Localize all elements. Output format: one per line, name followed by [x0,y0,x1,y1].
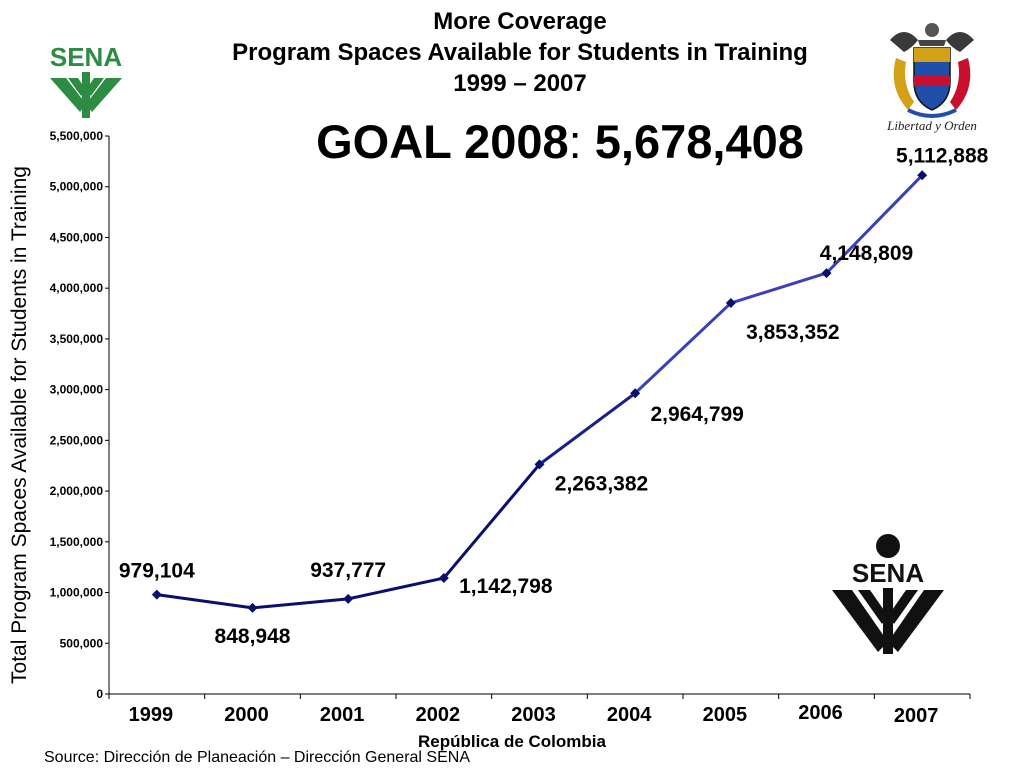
y-tick-label: 3,500,000 [50,332,104,346]
data-label: 3,853,352 [746,321,839,344]
coat-of-arms-icon [890,23,974,118]
x-tick-label: 2004 [607,704,652,726]
data-label: 1,142,798 [459,575,553,598]
title-line-1: More Coverage [433,8,607,35]
x-tick-label: 2001 [320,704,365,726]
title-line-2: Program Spaces Available for Students in… [232,39,808,66]
series-line [155,173,924,610]
series-segment [825,173,924,275]
data-label: 2,263,382 [555,472,648,495]
data-label: 5,112,888 [896,144,989,167]
y-tick-label: 2,500,000 [50,433,104,447]
x-tick-label: 2003 [511,704,556,726]
goal-label: GOAL 2008 [316,115,569,168]
series-segment [633,301,733,395]
sena-logo-top: SENA [50,42,122,118]
y-tick-labels: 0 500,000 1,000,000 1,500,000 2,000,000 2,500… [50,129,104,701]
sena-logo-top-text: SENA [50,42,122,72]
x-tick-label: 2006 [798,702,843,724]
data-point-marker [438,573,449,584]
series-markers [151,170,928,613]
y-tick-label: 5,500,000 [50,129,104,143]
y-tick-label: 500,000 [60,636,104,650]
x-tick-label: 2005 [703,704,748,726]
series-segment [251,597,350,610]
series-segment [442,462,541,580]
data-point-marker [534,459,545,470]
chart-axes [105,135,971,699]
sena-logo-bottom: SENA [832,534,944,654]
data-point-marker [151,589,162,600]
goal-value: 5,678,408 [594,115,804,168]
data-point-marker [630,388,641,399]
title-line-3: 1999 – 2007 [453,70,587,97]
data-point-marker [247,602,258,613]
x-tick-label: 2002 [416,704,461,726]
series-segment [346,576,446,601]
y-tick-label: 0 [96,687,103,701]
y-tick-label: 3,000,000 [50,383,104,397]
data-point-marker [725,298,736,309]
data-label: 848,948 [215,625,291,648]
y-tick-label: 5,000,000 [50,180,104,194]
data-label: 2,964,799 [650,403,743,426]
series-segment [729,271,828,305]
y-tick-label: 1,500,000 [50,535,104,549]
coat-of-arms-motto: Libertad y Orden [887,118,977,133]
series-segment [538,391,637,466]
y-tick-label: 4,000,000 [50,281,104,295]
data-labels: 979,104 848,948 937,777 1,142,798 2,263,382 2… [119,144,989,648]
data-label: 937,777 [310,559,386,582]
data-point-marker [917,170,928,181]
goal-banner: GOAL 2008: 5,678,408 [240,112,880,172]
x-tick-labels: 1999 2000 2001 2002 2003 2004 2005 2006 2007 [129,702,939,727]
data-label: 4,148,809 [820,242,913,265]
x-tick-label: 2000 [224,704,269,726]
goal-separator: : [568,115,582,168]
x-tick-label: 2007 [894,705,939,727]
x-tick-label: 1999 [129,704,174,726]
source-note: Source: Dirección de Planeación – Direcc… [44,749,470,766]
data-point-marker [821,268,832,279]
sena-logo-bottom-text: SENA [852,558,924,588]
y-tick-label: 1,000,000 [50,586,104,600]
data-label: 979,104 [119,560,195,583]
y-tick-label: 4,500,000 [50,230,104,244]
chart-title: More Coverage Program Spaces Available f… [150,6,890,99]
series-segment [155,593,254,610]
y-tick-label: 2,000,000 [50,484,104,498]
data-point-marker [343,593,354,604]
footer-country: República de Colombia [418,732,606,751]
